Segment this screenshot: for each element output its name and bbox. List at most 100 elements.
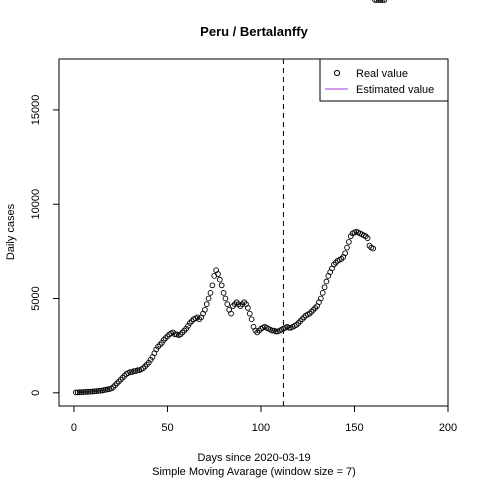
data-point <box>115 378 122 385</box>
data-point <box>87 388 94 395</box>
data-point <box>160 337 167 343</box>
legend-label-real: Real value <box>356 68 408 80</box>
data-point <box>110 384 117 390</box>
data-point <box>76 389 83 396</box>
data-point <box>235 301 242 308</box>
data-point <box>114 380 120 387</box>
data-point <box>321 284 328 291</box>
data-point <box>331 261 337 268</box>
data-point <box>377 0 384 3</box>
data-point <box>224 301 231 308</box>
data-point <box>155 343 161 350</box>
data-point <box>269 327 276 334</box>
data-point <box>187 320 193 326</box>
data-point <box>310 306 317 313</box>
data-point <box>119 374 126 381</box>
legend-label-estimated: Estimated value <box>356 84 434 96</box>
data-point <box>172 331 178 338</box>
data-point <box>72 389 79 396</box>
data-point <box>130 368 137 374</box>
data-points <box>72 0 388 396</box>
data-point <box>82 389 89 395</box>
y-tick-label: 15000 <box>30 95 42 126</box>
data-point <box>381 0 388 3</box>
data-point <box>218 282 225 289</box>
data-point <box>237 303 244 309</box>
data-point <box>252 327 259 334</box>
x-axis: 0 50 100 150 200 <box>71 405 457 434</box>
data-point <box>202 306 208 313</box>
data-point <box>162 335 169 341</box>
data-point <box>183 325 190 332</box>
data-point <box>196 316 203 323</box>
data-point <box>248 316 255 323</box>
data-point <box>306 310 313 317</box>
data-point <box>179 329 186 336</box>
data-point <box>372 0 378 3</box>
data-point <box>332 259 339 266</box>
data-point <box>366 242 373 249</box>
data-point <box>347 233 354 240</box>
data-point <box>239 301 246 308</box>
data-point <box>246 310 253 317</box>
chart-title: Peru / Bertalanffy <box>200 24 308 39</box>
data-point <box>86 388 92 395</box>
data-point <box>374 0 380 3</box>
x-tick-label: 50 <box>161 422 173 434</box>
data-point <box>342 250 348 257</box>
data-point <box>97 387 103 394</box>
x-axis-label: Days since 2020-03-19 <box>197 452 310 464</box>
data-point <box>78 389 85 395</box>
data-point <box>93 388 100 394</box>
data-point <box>308 308 315 315</box>
data-point <box>185 323 191 329</box>
data-point <box>216 276 223 283</box>
data-point <box>241 299 247 306</box>
data-point <box>312 305 319 311</box>
data-point <box>140 365 147 372</box>
data-point <box>220 289 227 296</box>
data-point <box>215 271 221 277</box>
data-point <box>254 329 261 336</box>
data-point <box>299 316 305 323</box>
data-point <box>222 295 229 302</box>
data-point <box>84 389 90 395</box>
data-point <box>117 376 124 383</box>
data-point <box>338 256 345 262</box>
data-point <box>297 318 304 324</box>
data-point <box>177 331 184 338</box>
data-point <box>362 233 369 240</box>
legend: Real value Estimated value <box>319 58 449 102</box>
chart-caption: Simple Moving Avarage (window size = 7) <box>152 466 356 478</box>
data-point <box>323 278 330 285</box>
data-point <box>295 320 302 326</box>
data-point <box>256 327 262 334</box>
data-point <box>74 389 81 396</box>
x-tick-label: 200 <box>439 422 457 434</box>
data-point <box>317 295 324 302</box>
data-point <box>203 301 210 308</box>
data-point <box>230 303 236 309</box>
data-point <box>89 388 96 395</box>
data-point <box>121 372 128 379</box>
data-point <box>91 388 98 395</box>
data-point <box>231 301 238 308</box>
x-tick-label: 100 <box>252 422 270 434</box>
data-point <box>112 382 118 389</box>
data-point <box>379 0 386 3</box>
data-point <box>370 245 377 252</box>
data-point <box>301 314 307 321</box>
data-point <box>194 314 201 321</box>
data-point <box>233 299 240 306</box>
data-point <box>159 339 165 346</box>
data-point <box>95 388 102 394</box>
data-point <box>205 295 212 302</box>
data-point <box>286 324 292 331</box>
data-point <box>207 289 214 296</box>
data-point <box>209 282 216 289</box>
data-point <box>273 328 279 335</box>
data-point <box>245 305 251 311</box>
data-point <box>293 322 300 328</box>
data-point <box>134 367 141 374</box>
